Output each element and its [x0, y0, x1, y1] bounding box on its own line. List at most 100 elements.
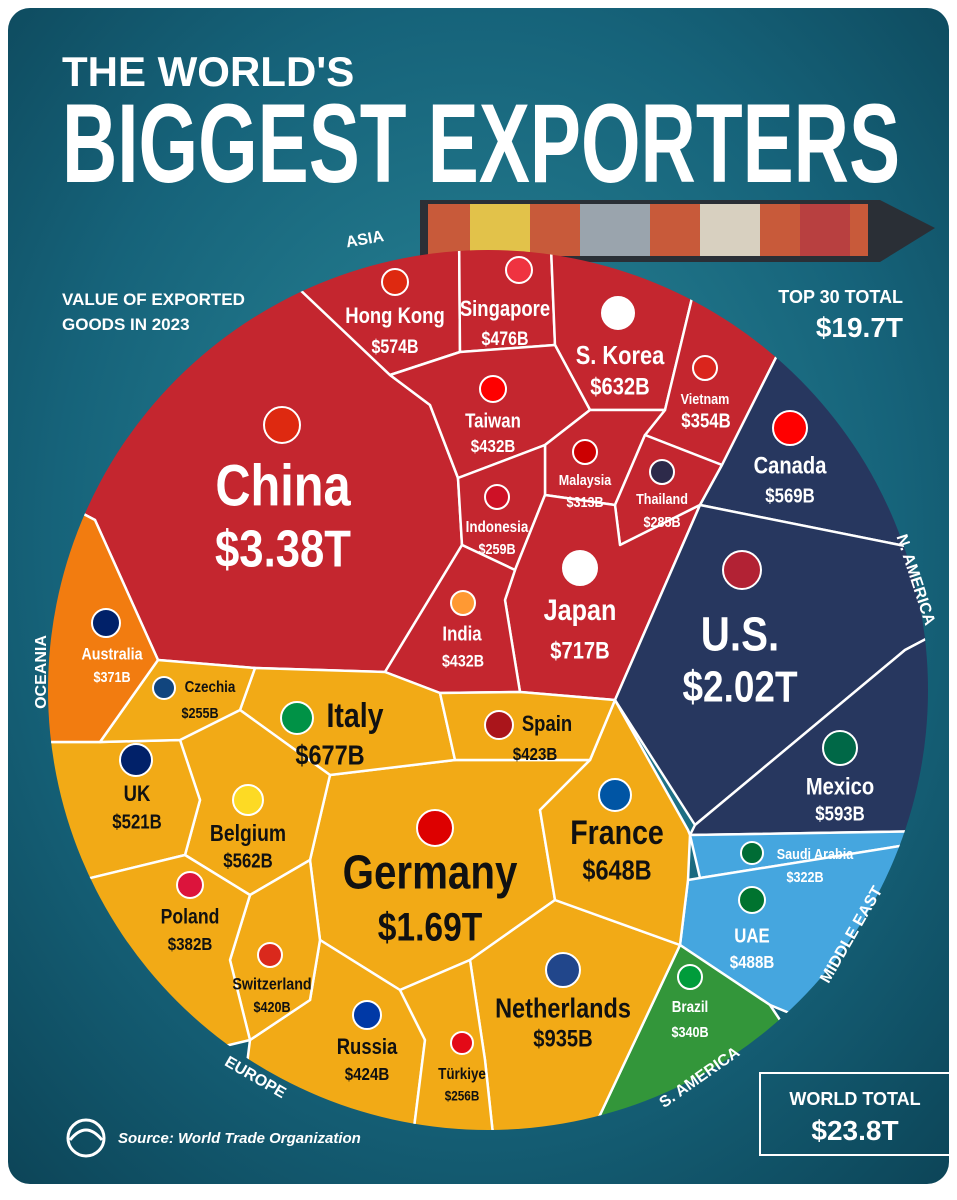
flag	[176, 871, 204, 899]
country-name: Italy	[326, 697, 384, 735]
country-name-group: Belgium	[210, 822, 286, 847]
country-name: Thailand	[636, 490, 688, 507]
value-label: $574B	[371, 336, 418, 358]
top-total: $19.7T	[816, 312, 903, 343]
flag	[562, 550, 598, 586]
flag	[280, 701, 314, 735]
value-label-group: $256B	[445, 1088, 480, 1104]
value-label-group: $677B	[295, 741, 364, 771]
flag	[484, 484, 510, 510]
ship	[420, 200, 935, 262]
value-label: $935B	[533, 1025, 592, 1052]
country-name-group: India	[442, 622, 482, 645]
subtitle: VALUE OF EXPORTED	[62, 290, 245, 309]
value-label-group: $255B	[181, 704, 218, 721]
country-name-group: Vietnam	[681, 390, 730, 407]
value-label-group: $322B	[786, 868, 823, 885]
value-label-group: $488B	[730, 952, 775, 973]
value-label: $424B	[345, 1064, 390, 1085]
country-name: UAE	[734, 924, 769, 947]
country-name: Mexico	[806, 773, 874, 800]
cell	[538, 698, 692, 947]
value-label-group: $632B	[590, 373, 649, 400]
flag	[545, 952, 581, 988]
value-label-group: $648B	[582, 856, 651, 886]
title: BIGGEST EXPORTERS	[62, 81, 900, 206]
country-name-group: Japan	[544, 593, 617, 627]
country-name: Czechia	[185, 679, 236, 696]
value-label: $423B	[513, 744, 558, 765]
value-label: $354B	[681, 409, 730, 432]
value-label: $569B	[765, 484, 814, 507]
country-name-group: Hong Kong	[345, 304, 444, 328]
flag	[738, 886, 766, 914]
country-name-group: Indonesia	[466, 519, 529, 536]
supertitle: THE WORLD'S	[62, 48, 354, 95]
value-label-group: $935B	[533, 1025, 592, 1052]
country-name-group: Netherlands	[495, 994, 631, 1024]
value-label-group: $432B	[471, 436, 516, 457]
value-label: $420B	[253, 998, 290, 1015]
country-name: Germany	[343, 846, 518, 899]
world-total: $23.8T	[811, 1115, 898, 1146]
value-label-group: $562B	[223, 849, 272, 872]
value-label-group: $259B	[478, 540, 515, 557]
value-label-group: $3.38T	[215, 521, 351, 578]
country-name-group: Russia	[337, 1035, 398, 1059]
value-label: $593B	[815, 802, 864, 825]
value-label: $521B	[112, 810, 161, 833]
value-label: $256B	[445, 1088, 480, 1104]
value-label: $285B	[643, 513, 680, 530]
value-label: $717B	[550, 637, 609, 664]
value-label-group: $340B	[671, 1023, 708, 1040]
value-label: $432B	[442, 652, 484, 670]
flag	[416, 809, 454, 847]
country-name: Belgium	[210, 822, 286, 847]
top-total-label: TOP 30 TOTAL	[778, 287, 903, 307]
value-label-group: $285B	[643, 513, 680, 530]
value-label: $340B	[671, 1023, 708, 1040]
country-name-group: UK	[124, 782, 151, 806]
country-name: Canada	[754, 452, 827, 479]
flag	[601, 296, 635, 330]
country-name: Japan	[544, 593, 617, 627]
flag	[479, 375, 507, 403]
country-name-group: Czechia	[185, 679, 236, 696]
country-name-group: France	[570, 814, 664, 852]
country-name: Brazil	[672, 999, 709, 1016]
cell	[438, 690, 617, 762]
flag	[505, 256, 533, 284]
value-label: $2.02T	[682, 662, 797, 712]
value-label-group: $574B	[371, 336, 418, 358]
logo	[66, 1118, 106, 1158]
country-name: Taiwan	[465, 409, 521, 432]
value-label-group: $371B	[93, 668, 130, 685]
flag	[152, 676, 176, 700]
flag	[772, 410, 808, 446]
value-label: $382B	[168, 934, 213, 955]
value-label-group: $420B	[253, 998, 290, 1015]
country-name-group: Türkiye	[438, 1066, 486, 1083]
cell	[398, 958, 502, 1130]
country-name: Australia	[81, 645, 142, 663]
value-label-group: $1.69T	[378, 905, 483, 949]
country-name-group: Saudi Arabia	[777, 845, 854, 862]
value-label: $677B	[295, 741, 364, 771]
country-name: Indonesia	[466, 519, 529, 536]
value-label: $371B	[93, 668, 130, 685]
value-label-group: $593B	[815, 802, 864, 825]
value-label: $476B	[481, 328, 528, 350]
value-label: $322B	[786, 868, 823, 885]
flag	[692, 355, 718, 381]
country-name: Switzerland	[232, 975, 311, 993]
value-label: $313B	[566, 493, 603, 510]
value-label-group: $424B	[345, 1064, 390, 1085]
value-label-group: $354B	[681, 409, 730, 432]
country-name-group: Spain	[522, 712, 572, 736]
country-name-group: Taiwan	[465, 409, 521, 432]
region-label: ASIA	[345, 228, 386, 251]
flag	[677, 964, 703, 990]
country-name-group: China	[215, 454, 351, 518]
cell-labels: China$3.38T Hong Kong $574B Singapore $476B S…	[33, 228, 938, 1112]
